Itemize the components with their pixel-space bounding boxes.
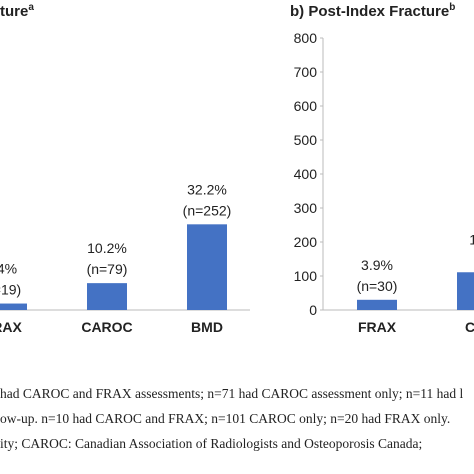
title-text: b) Post-Index Fracture: [290, 3, 449, 20]
x-tick-label: CAI: [465, 319, 474, 335]
percent-label: 4%: [0, 261, 17, 277]
percent-label: 14: [469, 231, 474, 247]
x-tick-label: BMD: [191, 319, 223, 335]
y-tick-label: 200: [294, 234, 318, 250]
y-tick-label: 300: [294, 200, 318, 216]
y-tick-label: 400: [294, 166, 318, 182]
y-tick-label: 0: [309, 302, 317, 318]
bar: [0, 303, 27, 310]
bar: [187, 224, 227, 310]
y-tick-label: 700: [294, 64, 318, 80]
footnote: had CAROC and FRAX assessments; n=71 had…: [0, 386, 463, 401]
y-tick-label: 500: [294, 132, 318, 148]
y-tick-label: 600: [294, 98, 318, 114]
footnote: ow-up. n=10 had CAROC and FRAX; n=101 CA…: [0, 411, 450, 426]
percent-label: 32.2%: [187, 181, 227, 197]
y-tick-label: 100: [294, 268, 318, 284]
x-tick-label: FRAX: [358, 319, 397, 335]
value-label: (n=252): [183, 202, 232, 218]
x-tick-label: CAROC: [81, 319, 132, 335]
y-tick-label: 800: [294, 30, 318, 46]
title-superscript: b: [449, 2, 455, 13]
bar: [457, 272, 474, 310]
title-text: ture: [0, 3, 28, 20]
footnote: ity; CAROC: Canadian Association of Radi…: [0, 436, 422, 451]
bar: [357, 299, 397, 310]
bar: [87, 283, 127, 310]
value-label: =19): [0, 282, 21, 298]
chart-title: b) Post-Index Fractureb: [290, 2, 455, 20]
title-superscript: a: [28, 2, 34, 13]
chart-title: turea: [0, 2, 34, 20]
value-label: (n=30): [357, 278, 398, 294]
x-tick-label: RAX: [0, 319, 22, 335]
percent-label: 10.2%: [87, 240, 127, 256]
percent-label: 3.9%: [361, 257, 393, 273]
value-label: (n=79): [87, 261, 128, 277]
